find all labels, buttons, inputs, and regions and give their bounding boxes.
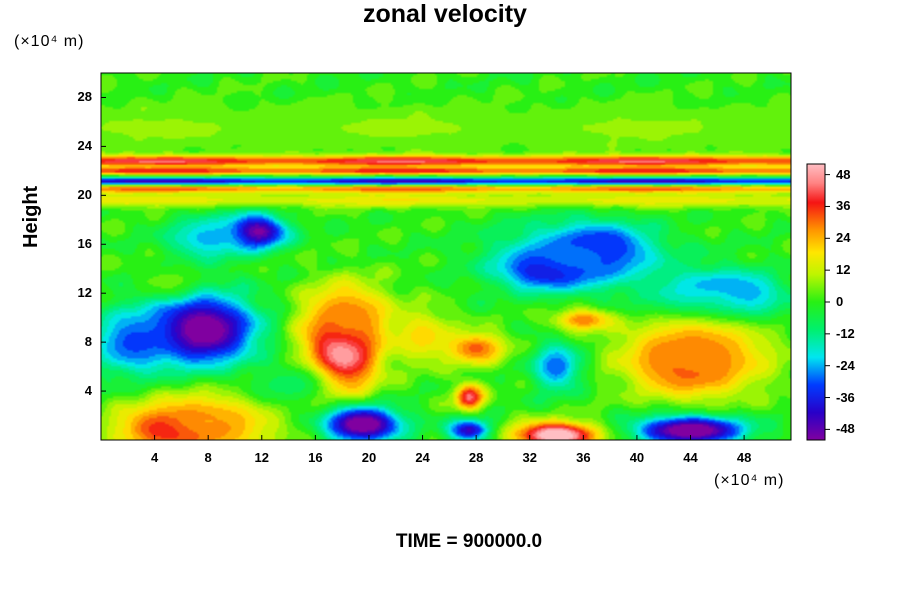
x-tick-label: 48 — [736, 450, 752, 465]
colorbar-tick-label: -12 — [836, 325, 855, 341]
x-tick-label: 32 — [522, 450, 537, 465]
colorbar-tick-label: -48 — [836, 421, 855, 437]
colorbar-tick-label: 48 — [836, 166, 851, 182]
y-tick-label: 24 — [77, 138, 92, 154]
x-axis-unit-label: (×10⁴ m) — [714, 472, 785, 489]
heatmap-field — [101, 73, 791, 440]
y-tick-label: 12 — [77, 285, 92, 301]
y-axis-unit-label: (×10⁴ m) — [14, 33, 85, 50]
x-tick-label: 16 — [308, 450, 323, 465]
x-tick-label: 36 — [576, 450, 591, 465]
colorbar-tick-label: -36 — [836, 389, 855, 405]
colorbar-tick-label: 24 — [836, 230, 851, 246]
x-tick-label: 4 — [150, 450, 159, 465]
axis-tick-marks — [101, 96, 830, 440]
y-tick-label: 16 — [77, 236, 92, 252]
colorbar-tick-label: 0 — [836, 294, 844, 309]
x-tick-label: 8 — [204, 450, 212, 465]
chart-title: zonal velocity — [363, 0, 527, 28]
colorbar-tick-label: -24 — [836, 357, 855, 373]
time-label: TIME = 900000.0 — [395, 531, 543, 552]
x-tick-label: 28 — [468, 450, 484, 465]
colorbar-tick-label: 12 — [836, 262, 851, 278]
y-tick-label: 4 — [84, 383, 92, 399]
x-tick-label: 40 — [629, 450, 645, 465]
plot-frame — [100, 72, 792, 441]
y-tick-label: 8 — [84, 334, 92, 350]
y-tick-label: 20 — [77, 187, 92, 203]
x-tick-label: 20 — [361, 450, 377, 465]
x-tick-label: 24 — [415, 450, 430, 465]
x-tick-label: 12 — [254, 450, 269, 465]
y-tick-label: 28 — [77, 89, 92, 105]
colorbar-tick-label: 36 — [836, 198, 851, 214]
colorbar — [806, 163, 826, 441]
x-tick-label: 44 — [683, 450, 698, 465]
